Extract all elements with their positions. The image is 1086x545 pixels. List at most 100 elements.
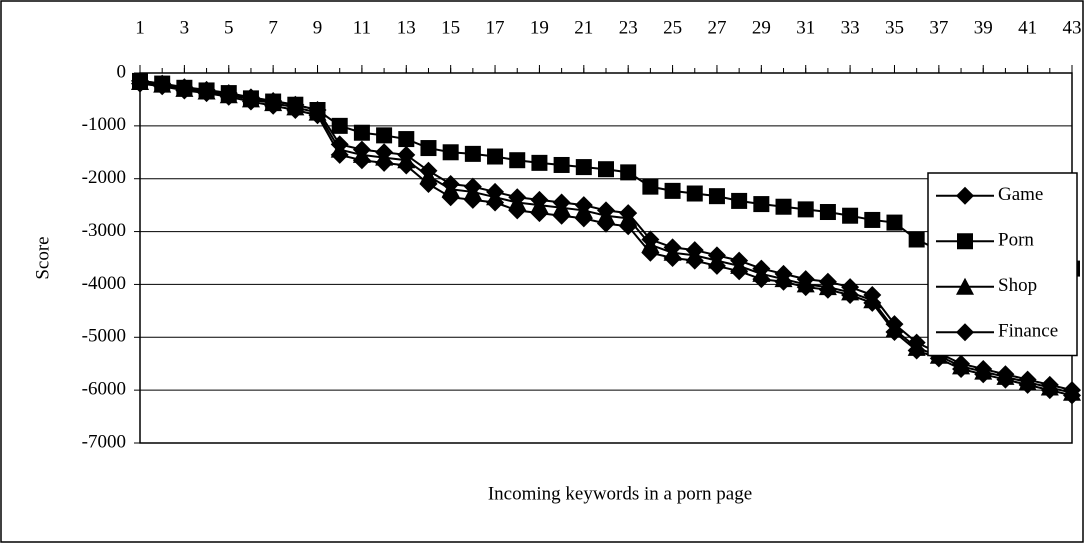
x-tick-label: 25 — [663, 17, 682, 38]
marker — [441, 188, 460, 207]
y-axis-label: Score — [32, 236, 53, 279]
legend: Game Porn Shop Finance — [927, 172, 1078, 357]
marker — [330, 145, 349, 164]
x-tick-label: 41 — [1018, 17, 1037, 38]
legend-box — [927, 172, 1078, 357]
legend-label: Finance — [998, 321, 1058, 342]
x-tick-label: 11 — [353, 17, 371, 38]
marker — [331, 117, 348, 134]
marker — [131, 74, 149, 93]
x-tick-label: 3 — [180, 17, 190, 38]
marker — [753, 196, 770, 213]
x-tick-label: 35 — [885, 17, 904, 38]
x-tick-label: 31 — [796, 17, 815, 38]
marker — [597, 214, 615, 233]
marker — [818, 280, 837, 299]
x-tick-label: 21 — [574, 17, 593, 38]
marker — [752, 270, 771, 289]
marker — [442, 144, 459, 161]
marker — [619, 217, 638, 236]
legend-label: Game — [998, 184, 1043, 205]
legend-label: Porn — [998, 230, 1034, 251]
marker — [197, 84, 216, 103]
legend-marker — [956, 277, 974, 295]
x-tick-label: 13 — [397, 17, 416, 38]
marker — [864, 211, 881, 228]
marker — [797, 201, 814, 218]
marker — [598, 161, 614, 178]
marker — [996, 370, 1015, 389]
x-axis-label: Incoming keywords in a porn page — [488, 483, 752, 504]
marker — [952, 360, 971, 378]
marker — [686, 185, 703, 202]
marker — [620, 164, 637, 181]
marker — [796, 278, 815, 297]
marker — [219, 87, 238, 106]
marker — [531, 154, 548, 171]
x-tick-label: 29 — [752, 17, 771, 38]
y-tick-label: -4000 — [82, 273, 126, 294]
marker — [286, 101, 305, 119]
x-tick-label: 37 — [929, 17, 948, 38]
y-tick-label: -5000 — [82, 326, 126, 347]
marker — [509, 152, 526, 169]
y-tick-label: -2000 — [82, 167, 126, 188]
marker — [530, 204, 549, 223]
marker — [730, 262, 749, 281]
marker — [885, 323, 904, 341]
marker — [241, 92, 260, 111]
legend-marker — [956, 186, 974, 205]
x-tick-label: 39 — [974, 17, 993, 38]
x-tick-label: 9 — [313, 17, 323, 38]
y-tick-label: -6000 — [82, 379, 126, 400]
marker — [1040, 381, 1059, 400]
x-tick-label: 19 — [530, 17, 549, 38]
marker — [486, 193, 505, 212]
marker — [1018, 375, 1037, 394]
marker — [508, 201, 527, 220]
marker — [308, 106, 327, 125]
x-tick-label: 43 — [1063, 17, 1082, 38]
legend-marker — [956, 323, 974, 342]
marker — [575, 159, 592, 176]
legend-label: Shop — [998, 275, 1037, 296]
marker — [420, 140, 437, 157]
marker — [641, 243, 660, 262]
marker — [707, 256, 726, 275]
marker — [642, 178, 659, 195]
marker — [907, 341, 926, 360]
marker — [774, 272, 793, 291]
marker — [375, 153, 394, 172]
x-tick-label: 23 — [619, 17, 638, 38]
marker — [1063, 386, 1081, 405]
marker — [574, 209, 593, 228]
marker — [175, 81, 194, 100]
marker — [264, 96, 283, 115]
x-tick-label: 33 — [841, 17, 860, 38]
marker — [664, 182, 681, 199]
x-tick-label: 5 — [224, 17, 234, 38]
marker — [886, 214, 903, 231]
marker — [775, 198, 792, 215]
marker — [552, 206, 571, 225]
marker — [553, 156, 570, 173]
marker — [731, 192, 748, 209]
marker — [376, 127, 393, 144]
marker — [908, 231, 925, 248]
x-tick-label: 1 — [135, 17, 145, 38]
marker — [464, 145, 481, 162]
marker — [352, 151, 371, 170]
marker — [842, 207, 859, 224]
x-tick-label: 7 — [268, 17, 278, 38]
marker — [419, 175, 438, 193]
marker — [397, 156, 416, 175]
marker — [663, 249, 682, 267]
marker — [487, 148, 504, 165]
y-tick-label: -7000 — [82, 431, 126, 452]
legend-marker — [957, 233, 973, 250]
marker — [974, 365, 993, 384]
x-tick-label: 17 — [486, 17, 505, 38]
x-tick-label: 15 — [441, 17, 460, 38]
marker — [685, 251, 704, 270]
